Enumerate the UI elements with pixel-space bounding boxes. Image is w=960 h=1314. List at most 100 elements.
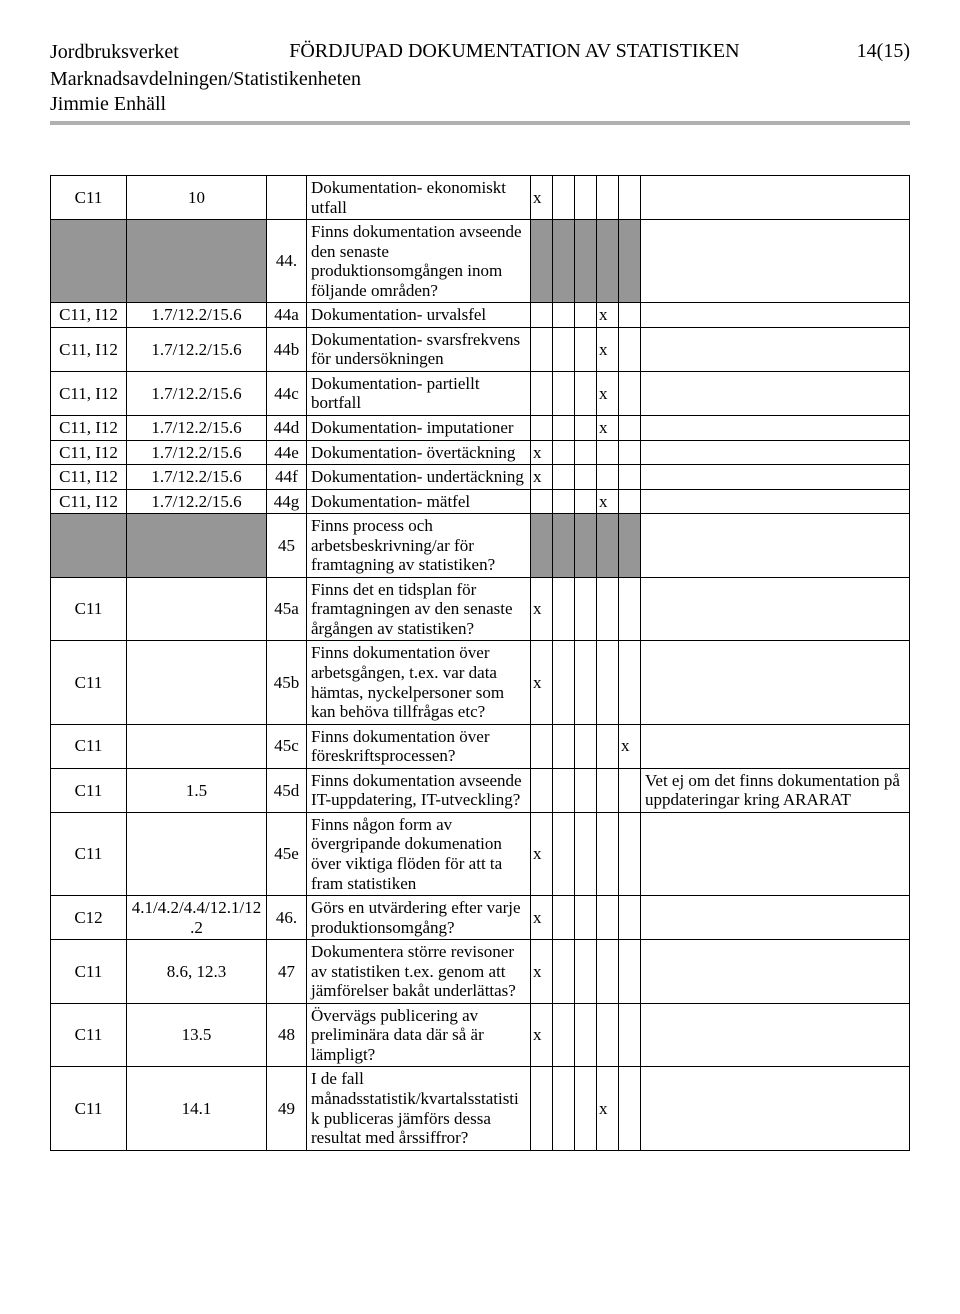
table-cell: Görs en utvärdering efter varje produkti… [307,896,531,940]
table-cell [619,940,641,1004]
table-cell [531,303,553,328]
table-cell [641,440,910,465]
table-cell [575,440,597,465]
table-cell [619,768,641,812]
table-cell [553,768,575,812]
table-cell: 10 [127,176,267,220]
table-cell [553,724,575,768]
table-cell: 44d [267,416,307,441]
table-cell [641,303,910,328]
table-row: C1114.149I de fall månadsstatistik/kvart… [51,1067,910,1150]
table-cell [597,768,619,812]
table-cell [127,641,267,724]
table-cell [553,1067,575,1150]
table-cell: x [531,1003,553,1067]
table-cell: Dokumentation- övertäckning [307,440,531,465]
table-cell [531,371,553,415]
table-cell: 45c [267,724,307,768]
table-cell: Vet ej om det finns dokumentation på upp… [641,768,910,812]
table-cell: Dokumentation- imputationer [307,416,531,441]
table-cell: 1.7/12.2/15.6 [127,489,267,514]
table-cell [641,896,910,940]
table-cell [641,577,910,641]
table-cell [597,896,619,940]
table-cell: Dokumentation- partiellt bortfall [307,371,531,415]
table-cell [619,220,641,303]
table-cell: 47 [267,940,307,1004]
table-cell: C11 [51,1003,127,1067]
table-cell [597,440,619,465]
table-cell [597,514,619,578]
header-divider [50,121,910,125]
table-cell: Dokumentation- ekonomiskt utfall [307,176,531,220]
table-cell: C11 [51,577,127,641]
table-cell [553,440,575,465]
table-cell: C11 [51,812,127,895]
table-cell: C11 [51,768,127,812]
table-cell [619,812,641,895]
table-row: C11, I121.7/12.2/15.644gDokumentation- m… [51,489,910,514]
table-cell [127,724,267,768]
table-cell [619,514,641,578]
table-row: C1145bFinns dokumentation över arbetsgån… [51,641,910,724]
table-cell [641,489,910,514]
table-cell [553,1003,575,1067]
table-cell: 45a [267,577,307,641]
table-cell [531,327,553,371]
table-cell [575,220,597,303]
table-cell [553,327,575,371]
table-cell [553,577,575,641]
table-cell [575,489,597,514]
table-cell: 44. [267,220,307,303]
table-cell [553,812,575,895]
table-cell [641,1003,910,1067]
table-cell: 48 [267,1003,307,1067]
table-cell [553,641,575,724]
documentation-table: C11 10 Dokumentation- ekonomiskt utfall x 44… [50,175,910,1151]
table-cell [619,1067,641,1150]
table-cell: Dokumentation- mätfel [307,489,531,514]
table-cell: C11 [51,641,127,724]
table-cell [127,577,267,641]
header-title: FÖRDJUPAD DOKUMENTATION AV STATISTIKEN [179,40,850,65]
table-cell: Dokumentation- undertäckning [307,465,531,490]
table-cell: 45d [267,768,307,812]
document-page: Jordbruksverket FÖRDJUPAD DOKUMENTATION … [0,0,960,1191]
table-cell [619,641,641,724]
table-cell [619,577,641,641]
table-cell [575,1003,597,1067]
table-cell: C11, I12 [51,489,127,514]
table-cell: C11 [51,1067,127,1150]
table-cell: x [531,812,553,895]
table-cell: 45e [267,812,307,895]
table-cell [619,489,641,514]
table-cell: 8.6, 12.3 [127,940,267,1004]
table-cell: x [531,577,553,641]
table-row: C1145aFinns det en tidsplan för framtagn… [51,577,910,641]
table-cell: 44f [267,465,307,490]
table-cell [531,416,553,441]
table-cell: C11, I12 [51,465,127,490]
table-row: C11, I121.7/12.2/15.644dDokumentation- i… [51,416,910,441]
table-cell: Finns dokumentation över arbetsgången, t… [307,641,531,724]
table-cell: C11, I12 [51,327,127,371]
table-cell: 44b [267,327,307,371]
table-cell [553,896,575,940]
table-cell [553,416,575,441]
table-cell: C11, I12 [51,416,127,441]
table-cell: C11, I12 [51,371,127,415]
table-cell [575,577,597,641]
table-cell: x [597,1067,619,1150]
table-cell [597,940,619,1004]
table-cell [575,465,597,490]
table-cell [553,514,575,578]
table-cell: x [597,371,619,415]
header-dept: Marknadsavdelningen/Statistikenheten [50,67,910,92]
header-page-number: 14(15) [850,40,910,65]
table-row: C118.6, 12.347Dokumentera större revison… [51,940,910,1004]
table-cell: x [531,465,553,490]
table-cell [641,940,910,1004]
table-cell [127,514,267,578]
table-cell: 46. [267,896,307,940]
table-cell [51,514,127,578]
